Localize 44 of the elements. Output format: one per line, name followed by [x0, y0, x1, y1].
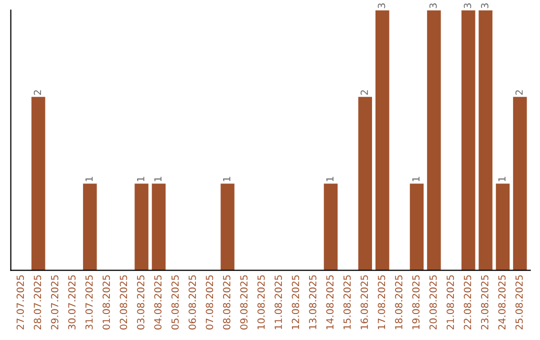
x-tick-label: 18.08.2025: [395, 275, 402, 330]
x-tick-label: 17.08.2025: [378, 275, 386, 330]
x-tick-label: 12.08.2025: [292, 275, 300, 330]
x-tick-label: 05.08.2025: [171, 275, 179, 330]
data-label: 1: [154, 176, 162, 182]
x-tick-label: 11.08.2025: [274, 275, 282, 330]
x-tick-label: 29.07.2025: [50, 275, 58, 330]
x-tick-label: 22.08.2025: [464, 275, 472, 330]
x-tick-label: 19.08.2025: [412, 275, 420, 330]
data-label: 1: [498, 176, 506, 182]
x-tick-label: 14.08.2025: [326, 275, 334, 330]
data-label: 1: [223, 176, 230, 182]
x-tick-label: 10.08.2025: [257, 275, 265, 330]
x-tick-label: 27.07.2025: [16, 275, 24, 330]
x-tick-label: 04.08.2025: [154, 275, 162, 330]
data-label: 1: [412, 176, 420, 182]
x-tick-label: 16.08.2025: [360, 275, 368, 330]
data-label: 3: [481, 3, 488, 8]
x-tick-label: 21.08.2025: [446, 275, 454, 330]
x-tick-label: 28.07.2025: [34, 275, 42, 330]
data-label: 3: [464, 3, 472, 8]
data-label: 1: [86, 176, 93, 182]
x-tick-label: 23.08.2025: [481, 275, 488, 330]
x-tick-label: 31.07.2025: [85, 275, 93, 330]
x-tick-label: 09.08.2025: [240, 275, 248, 330]
x-tick-label: 15.08.2025: [343, 275, 351, 330]
x-tick-label: 03.08.2025: [136, 275, 144, 330]
data-label: 3: [378, 3, 386, 8]
x-tick-label: 07.08.2025: [206, 275, 214, 330]
data-label: 2: [360, 90, 368, 95]
data-label: 2: [515, 90, 523, 95]
data-label: 3: [429, 3, 437, 8]
x-tick-label: 25.08.2025: [515, 275, 523, 330]
x-tick-label: 01.08.2025: [102, 275, 110, 330]
x-tick-label: 06.08.2025: [188, 275, 196, 330]
data-label: 1: [326, 176, 334, 182]
x-tick-label: 30.07.2025: [68, 275, 76, 330]
data-label: 1: [137, 176, 144, 182]
x-tick-label: 13.08.2025: [309, 275, 316, 330]
x-tick-label: 24.08.2025: [498, 275, 506, 330]
x-tick-label: 08.08.2025: [223, 275, 230, 330]
x-tick-label: 02.08.2025: [120, 275, 128, 330]
x-tick-label: 20.08.2025: [429, 275, 437, 330]
data-label: 2: [34, 90, 42, 95]
